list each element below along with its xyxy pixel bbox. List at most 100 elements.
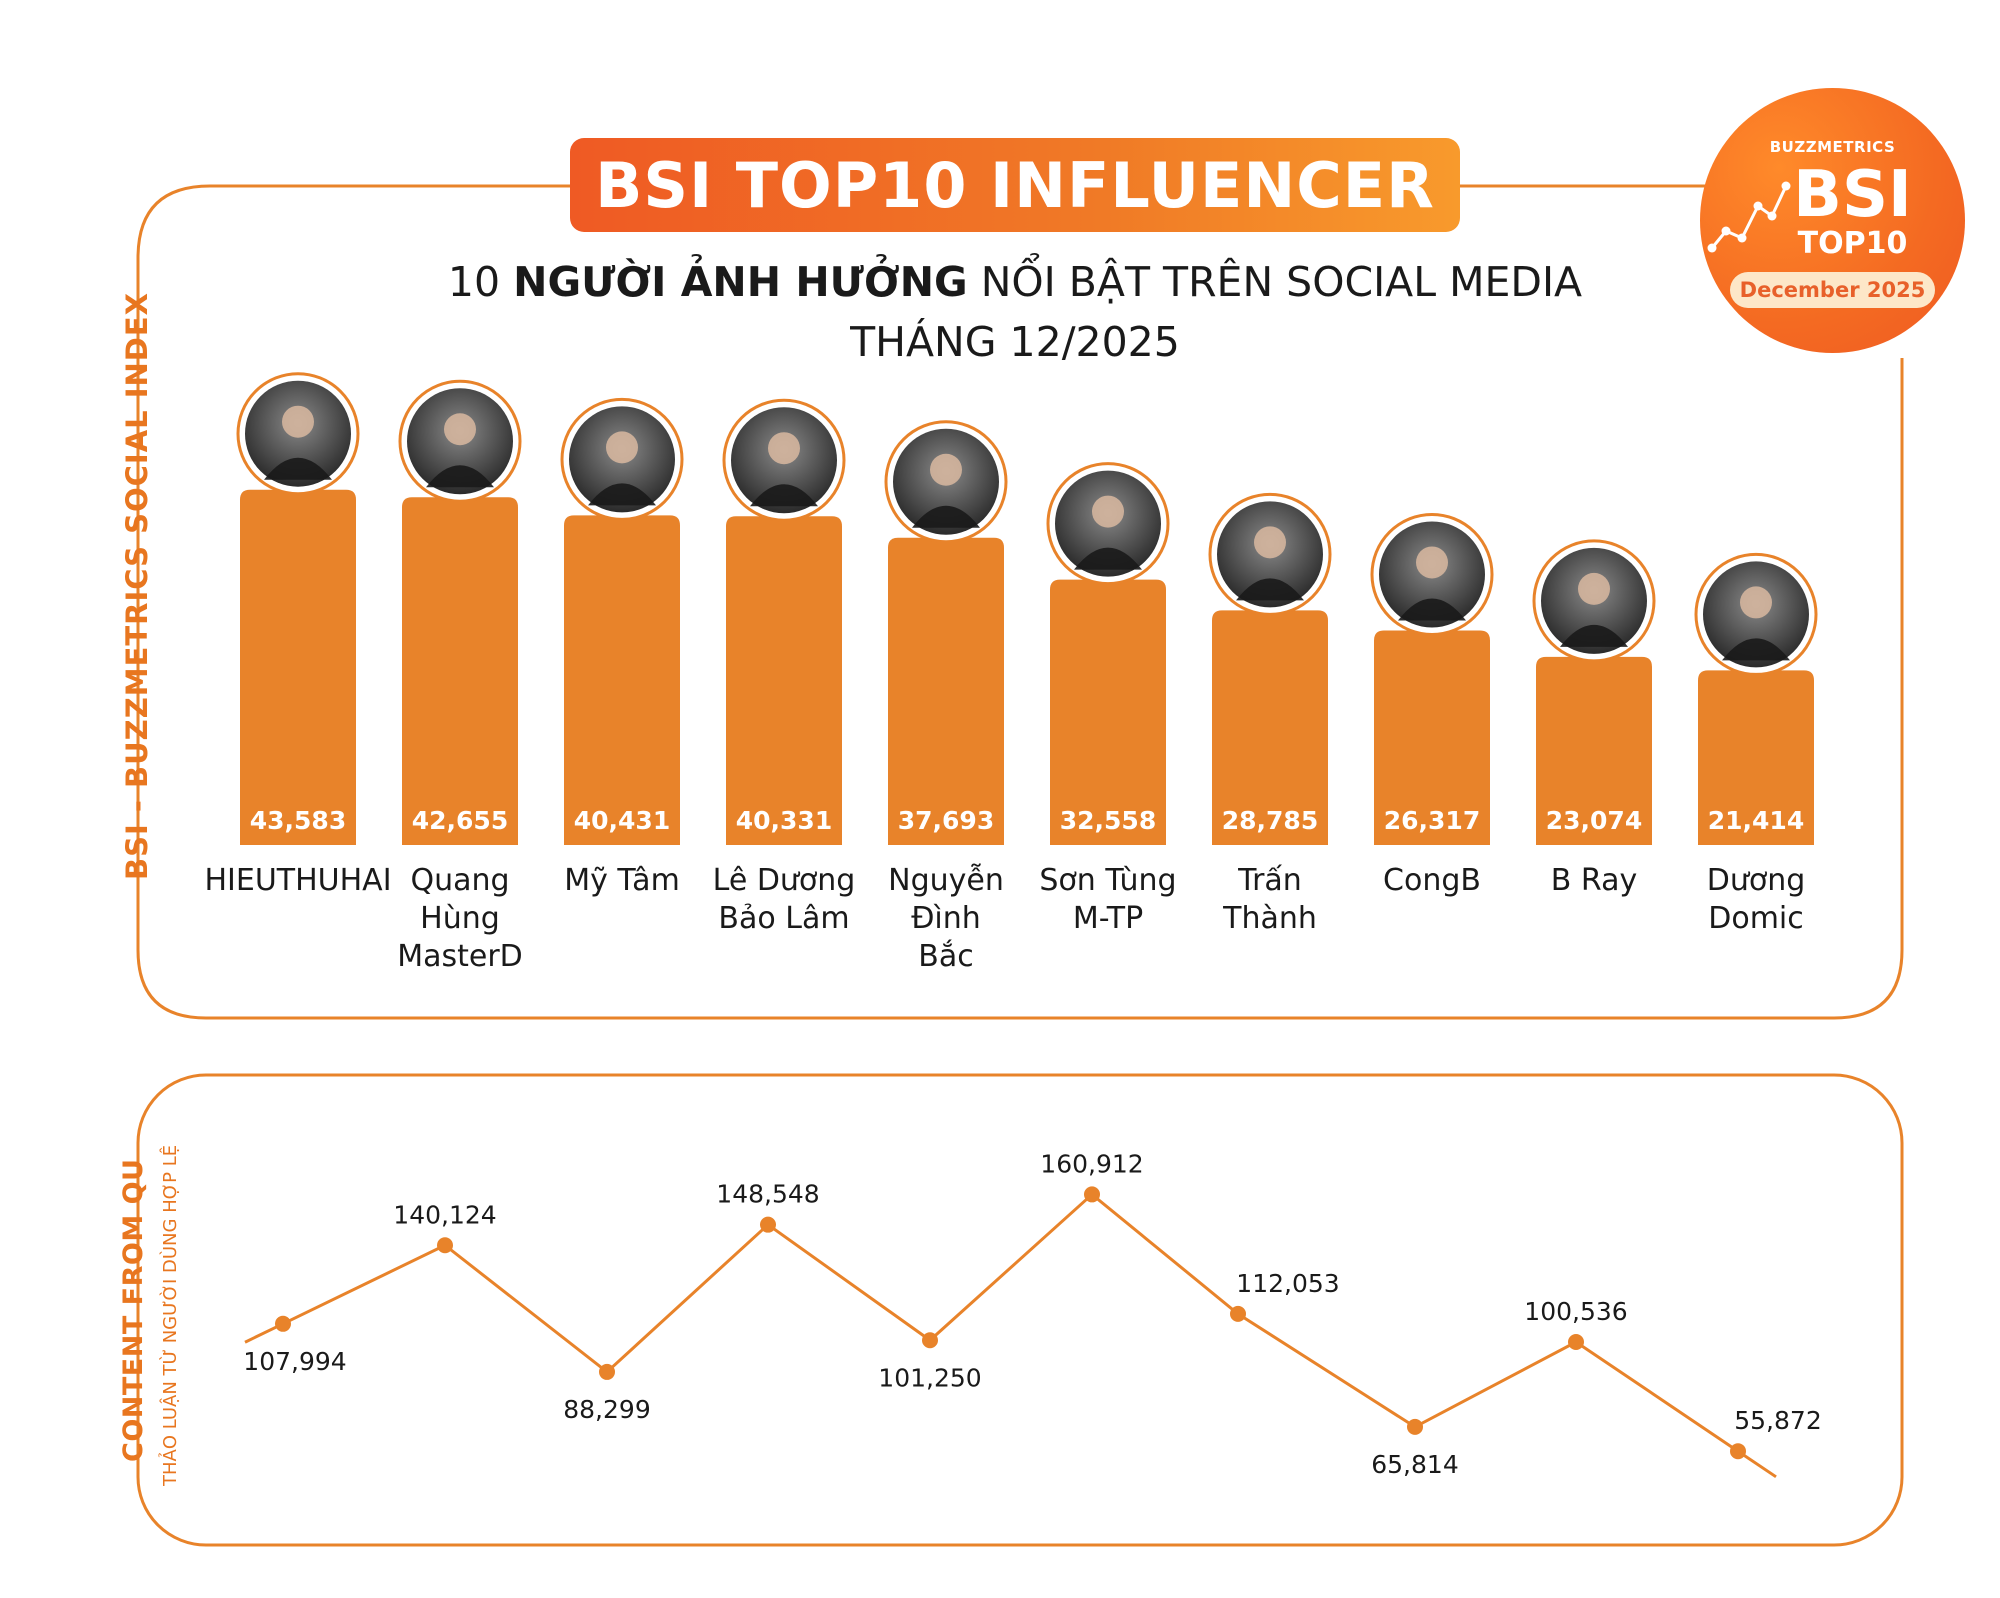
avatar-head bbox=[1092, 495, 1124, 528]
data-label: 55,872 bbox=[1734, 1406, 1821, 1435]
badge-month: December 2025 bbox=[1730, 272, 1935, 308]
data-point bbox=[1730, 1443, 1746, 1460]
data-point bbox=[1568, 1334, 1584, 1351]
bar bbox=[1374, 630, 1490, 845]
category-label-line: Đình bbox=[911, 901, 981, 936]
bar-value-label: 37,693 bbox=[898, 806, 994, 835]
avatar-body bbox=[1236, 578, 1304, 601]
data-label: 140,124 bbox=[393, 1200, 496, 1229]
avatar-head bbox=[606, 431, 638, 464]
bar-value-label: 40,431 bbox=[574, 806, 670, 835]
data-label: 88,299 bbox=[563, 1395, 650, 1424]
category-label-line: HIEUTHUHAI bbox=[204, 863, 391, 898]
category-label: Lê Dương Bảo Lâm bbox=[713, 863, 856, 936]
bar-value-label: 32,558 bbox=[1060, 806, 1156, 835]
bsi-badge: BUZZMETRICS BSI TOP10 December 2025 bbox=[1700, 88, 1965, 353]
category-label-line: Bảo Lâm bbox=[718, 901, 849, 936]
avatar-body bbox=[1398, 598, 1466, 621]
bar-value-label: 43,583 bbox=[250, 806, 346, 835]
avatar-body bbox=[426, 465, 494, 488]
category-label-line: Quang bbox=[410, 863, 509, 898]
bar-value-label: 40,331 bbox=[736, 806, 832, 835]
title-banner: BSI TOP10 INFLUENCER bbox=[570, 138, 1460, 232]
bar bbox=[402, 497, 518, 845]
avatar-body bbox=[750, 484, 818, 507]
subtitle-line-1: 10 NGƯỜI ẢNH HƯỞNG NỔI BẬT TRÊN SOCIAL M… bbox=[340, 252, 1690, 312]
category-label-line: Hùng bbox=[420, 901, 500, 936]
avatar-head bbox=[1740, 586, 1772, 619]
bar-value-label: 42,655 bbox=[412, 806, 508, 835]
data-point bbox=[1084, 1186, 1100, 1203]
category-label: B Ray bbox=[1551, 863, 1637, 898]
avatar-head bbox=[444, 413, 476, 446]
category-label-line: M-TP bbox=[1073, 901, 1143, 936]
category-label: HIEUTHUHAI bbox=[204, 863, 391, 898]
data-label: 101,250 bbox=[878, 1363, 981, 1392]
avatar-head bbox=[1416, 546, 1448, 579]
avatar-body bbox=[1722, 638, 1790, 661]
category-label-line: Trấn bbox=[1237, 863, 1302, 898]
data-label: 100,536 bbox=[1524, 1297, 1627, 1326]
avatar-head bbox=[768, 432, 800, 465]
bar bbox=[1536, 656, 1652, 845]
bar-value-label: 26,317 bbox=[1384, 806, 1480, 835]
avatar-head bbox=[1254, 526, 1286, 559]
subtitle: 10 NGƯỜI ẢNH HƯỞNG NỔI BẬT TRÊN SOCIAL M… bbox=[340, 252, 1690, 372]
subtitle-line-2: THÁNG 12/2025 bbox=[850, 318, 1180, 366]
category-label: CongB bbox=[1383, 863, 1481, 898]
bar-value-label: 28,785 bbox=[1222, 806, 1318, 835]
bar-value-label: 21,414 bbox=[1708, 806, 1804, 835]
badge-top10: TOP10 bbox=[1797, 226, 1908, 261]
category-label-line: Lê Dương bbox=[713, 863, 856, 898]
data-point bbox=[922, 1332, 938, 1349]
avatar-body bbox=[912, 505, 980, 528]
trend-line-icon bbox=[1707, 181, 1791, 253]
data-label: 65,814 bbox=[1371, 1450, 1458, 1479]
series-line bbox=[244, 1192, 1777, 1479]
avatar-body bbox=[1074, 547, 1142, 570]
badge-bsi: BSI bbox=[1793, 158, 1912, 232]
data-label: 107,994 bbox=[243, 1347, 346, 1376]
data-label: 160,912 bbox=[1040, 1149, 1143, 1178]
data-point bbox=[760, 1216, 776, 1233]
category-label: Nguyễn Đình Bắc bbox=[888, 863, 1004, 974]
category-label-line: B Ray bbox=[1551, 863, 1637, 898]
category-label-line: Domic bbox=[1708, 901, 1804, 936]
category-label-line: Sơn Tùng bbox=[1039, 863, 1176, 898]
bar bbox=[1698, 670, 1814, 845]
top-frame bbox=[136, 184, 1904, 1020]
page-title: BSI TOP10 INFLUENCER bbox=[595, 148, 1435, 222]
subtitle-post: NỔI BẬT TRÊN SOCIAL MEDIA bbox=[967, 258, 1583, 306]
category-label-line: Thành bbox=[1222, 901, 1317, 936]
bar bbox=[888, 537, 1004, 845]
avatar-body bbox=[264, 457, 332, 480]
bar bbox=[240, 489, 356, 845]
category-label: Sơn Tùng M-TP bbox=[1039, 863, 1176, 936]
data-point bbox=[437, 1237, 453, 1254]
badge-brand: BUZZMETRICS bbox=[1769, 138, 1896, 156]
avatar-head bbox=[282, 405, 314, 438]
data-point bbox=[599, 1363, 615, 1380]
avatar-body bbox=[1560, 624, 1628, 647]
bar bbox=[1050, 579, 1166, 845]
data-label: 112,053 bbox=[1236, 1269, 1339, 1298]
category-label-line: Nguyễn bbox=[888, 863, 1004, 898]
bar-chart: 43,583 HIEUTHUHAI 42,655 Quang Hùng MasterD 40… bbox=[204, 372, 1818, 974]
category-label-line: Dương bbox=[1707, 863, 1806, 898]
category-label: Quang Hùng MasterD bbox=[397, 863, 523, 974]
subtitle-pre: 10 bbox=[447, 258, 514, 306]
avatar-body bbox=[588, 483, 656, 506]
category-label-line: Bắc bbox=[918, 939, 973, 974]
subtitle-bold: NGƯỜI ẢNH HƯỞNG bbox=[513, 258, 968, 306]
data-point bbox=[1407, 1418, 1423, 1435]
category-label-line: CongB bbox=[1383, 863, 1481, 898]
bar bbox=[726, 516, 842, 845]
bottom-frame bbox=[136, 1073, 1904, 1547]
bar bbox=[564, 515, 680, 845]
category-label-line: Mỹ Tâm bbox=[564, 863, 680, 898]
data-point bbox=[1230, 1305, 1246, 1322]
category-label: Dương Domic bbox=[1707, 863, 1806, 936]
